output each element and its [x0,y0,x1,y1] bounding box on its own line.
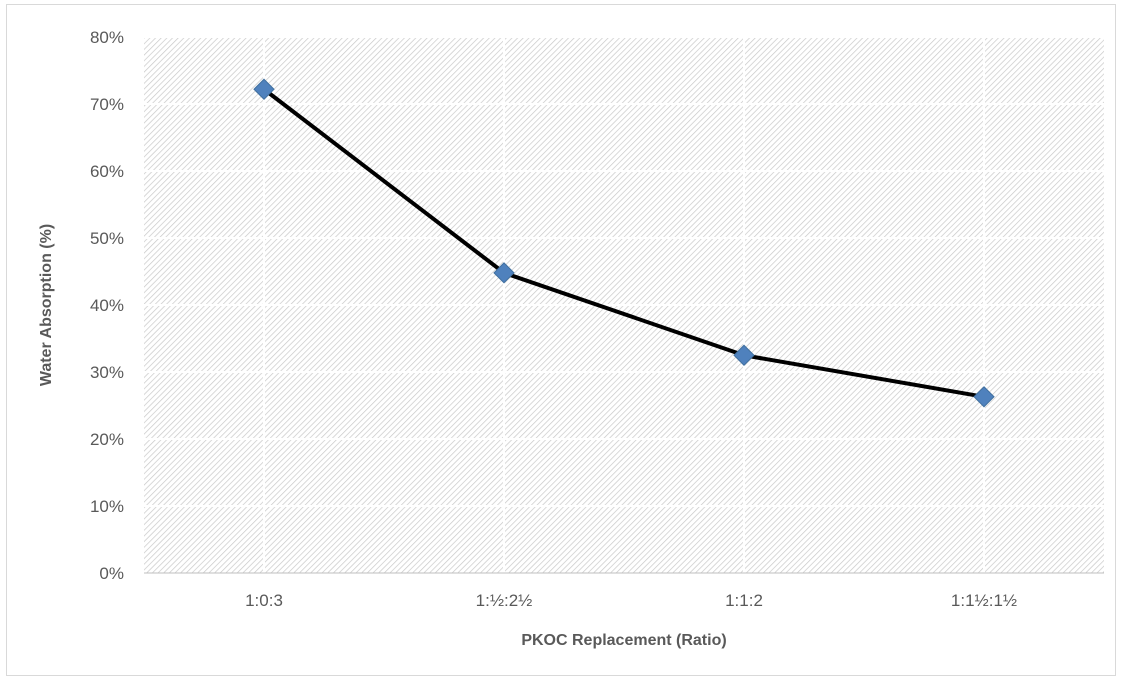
y-tick-label: 30% [90,363,124,382]
data-point-marker [493,262,515,284]
data-point-marker [253,78,275,100]
y-tick-label: 70% [90,95,124,114]
series-group [253,78,995,408]
y-tick-label: 40% [90,296,124,315]
y-tick-label: 50% [90,229,124,248]
data-point-marker [973,386,995,408]
data-point-marker [733,344,755,366]
x-axis-ticks: 1:0:3 1:½:2½ 1:1:2 1:1½:1½ [245,591,1017,610]
gridlines [144,36,1104,574]
y-axis-ticks: 0% 10% 20% 30% 40% 50% 60% 70% 80% [90,28,124,583]
x-tick-label: 1:½:2½ [476,591,533,610]
line-chart: 0%10%20%30%40%50%60%70%80% 1:0:3 1:½:2½ 1:… [38,28,1104,649]
x-tick-label: 1:1:2 [725,591,763,610]
x-tick-label: 1:1½:1½ [951,591,1017,610]
y-tick-label: 60% [90,162,124,181]
series-line [262,87,985,399]
y-tick-label: 20% [90,430,124,449]
x-tick-label: 1:0:3 [245,591,283,610]
x-axis-label: PKOC Replacement (Ratio) [521,632,726,649]
y-tick-label: 80% [90,28,124,47]
y-tick-label: 10% [90,497,124,516]
chart-frame: 0% 10% 20% 30% 40% 50% 60% 70% 80% 1:0:3 1:½:2½ 1:… [6,4,1116,676]
y-axis-label: Water Absorption (%) [38,224,55,386]
y-tick-label: 0% [99,564,124,583]
